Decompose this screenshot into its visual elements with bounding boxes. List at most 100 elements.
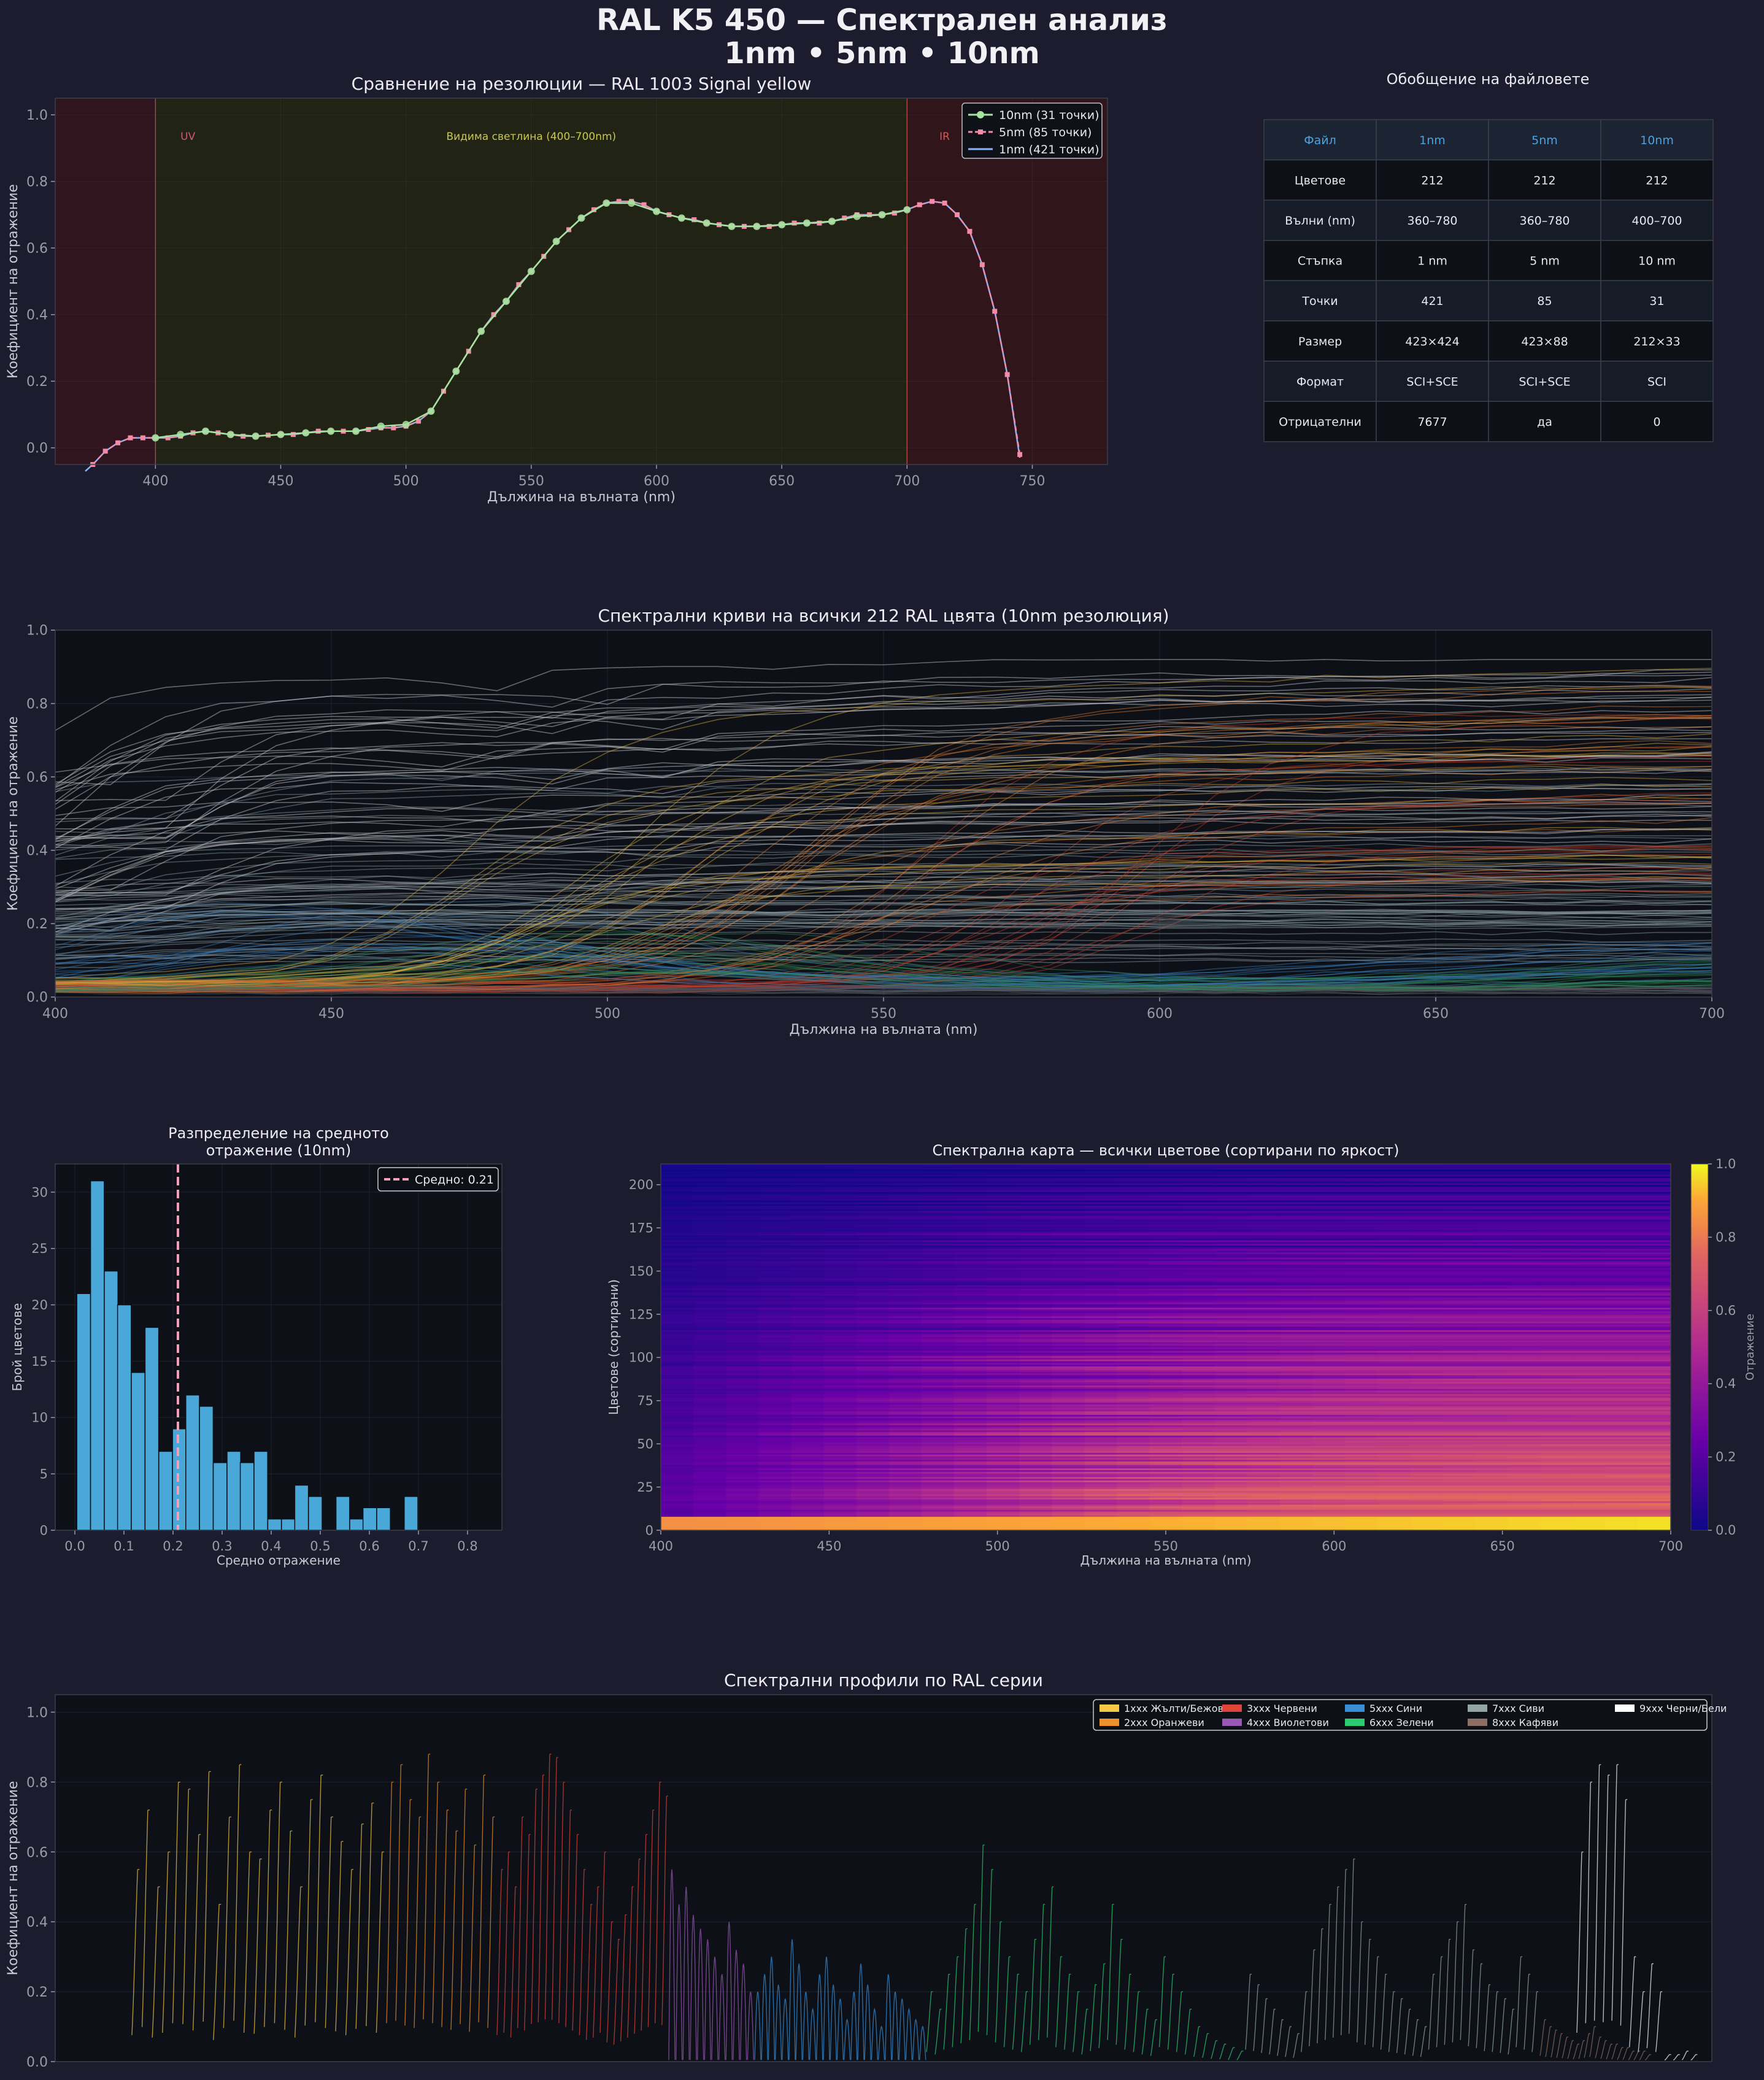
heatmap-cell — [1084, 1390, 1117, 1393]
heatmap-cell — [791, 1469, 825, 1472]
heatmap-cell — [1279, 1290, 1313, 1292]
heatmap-cell — [1442, 1374, 1476, 1377]
heatmap-cell — [1638, 1411, 1671, 1414]
heatmap-cell — [1475, 1514, 1509, 1517]
heatmap-cell — [1149, 1464, 1183, 1467]
heatmap-cell — [856, 1419, 890, 1422]
heatmap-cell — [1638, 1492, 1671, 1495]
heatmap-cell — [1019, 1349, 1052, 1351]
heatmap-cell — [1084, 1342, 1117, 1344]
heatmap-cell — [921, 1387, 955, 1389]
heatmap-cell — [1182, 1309, 1215, 1311]
heatmap-cell — [1605, 1335, 1639, 1338]
heatmap-cell — [1475, 1390, 1509, 1393]
heatmap-cell — [1312, 1333, 1346, 1336]
heatmap-cell — [661, 1321, 694, 1323]
heatmap-cell — [1149, 1504, 1183, 1507]
heatmap-cell — [823, 1497, 857, 1500]
heatmap-cell — [1410, 1296, 1443, 1300]
heatmap-cell — [1508, 1471, 1541, 1474]
heatmap-cell — [1540, 1354, 1574, 1357]
heatmap-cell — [1149, 1392, 1183, 1395]
heatmap-cell — [758, 1506, 791, 1508]
heatmap-cell — [823, 1381, 857, 1384]
heatmap-cell — [1410, 1314, 1443, 1317]
heatmap-cell — [1410, 1459, 1443, 1462]
heatmap-cell — [823, 1400, 857, 1403]
heatmap-cell — [791, 1511, 825, 1514]
heatmap-cell — [1345, 1440, 1378, 1443]
heatmap-cell — [1540, 1397, 1574, 1400]
heatmap-cell — [1442, 1307, 1476, 1310]
heatmap-cell — [1410, 1440, 1443, 1443]
heatmap-cell — [1475, 1431, 1509, 1434]
heatmap-cell — [726, 1380, 759, 1382]
heatmap-cell — [1182, 1450, 1215, 1453]
heatmap-cell — [1508, 1449, 1541, 1452]
spectrum-line — [55, 740, 1712, 986]
heatmap-cell — [1573, 1319, 1606, 1322]
heatmap-cell — [726, 1471, 759, 1474]
heatmap-cell — [1312, 1296, 1346, 1300]
heatmap-cell — [1475, 1392, 1509, 1395]
heatmap-cell — [1377, 1364, 1411, 1367]
heatmap-cell — [758, 1315, 791, 1319]
heatmap-cell — [758, 1409, 791, 1412]
heatmap-cell — [1377, 1412, 1411, 1415]
heatmap-cell — [1638, 1381, 1671, 1384]
heatmap-cell — [1540, 1468, 1574, 1471]
heatmap-cell — [1312, 1469, 1346, 1472]
heatmap-cell — [953, 1501, 987, 1503]
heatmap-cell — [1214, 1508, 1248, 1510]
spectrum-line — [55, 714, 1712, 985]
heatmap-cell — [1052, 1528, 1085, 1531]
heatmap-cell — [1573, 1336, 1606, 1339]
heatmap-cell — [1377, 1508, 1411, 1510]
heatmap-cell — [1117, 1495, 1150, 1498]
heatmap-cell — [856, 1317, 890, 1320]
heatmap-cell — [856, 1428, 890, 1431]
heatmap-cell — [1182, 1523, 1215, 1526]
heatmap-cell — [1182, 1457, 1215, 1460]
heatmap-cell — [888, 1419, 922, 1422]
heatmap-cell — [791, 1454, 825, 1457]
heatmap-cell — [888, 1354, 922, 1357]
heatmap-cell — [856, 1478, 890, 1481]
heatmap-cell — [888, 1493, 922, 1496]
heatmap-cell — [1638, 1404, 1671, 1406]
heatmap-cell — [726, 1504, 759, 1507]
heatmap-cell — [1605, 1354, 1639, 1357]
heatmap-cell — [1247, 1446, 1281, 1448]
heatmap-cell — [1573, 1478, 1606, 1481]
heatmap-cell — [693, 1482, 726, 1484]
heatmap-cell — [1214, 1404, 1248, 1406]
spectrum-line — [55, 942, 1712, 988]
heatmap-cell — [986, 1455, 1020, 1458]
spectrum-line — [55, 911, 1712, 930]
heatmap-cell — [693, 1483, 726, 1486]
heatmap-cell — [661, 1509, 694, 1512]
heatmap-cell — [1573, 1290, 1606, 1292]
spectrum-line — [55, 926, 1712, 985]
heatmap-cell — [758, 1511, 791, 1514]
heatmap-cell — [1312, 1305, 1346, 1308]
heatmap-cell — [1052, 1387, 1085, 1389]
heatmap-cell — [1475, 1417, 1509, 1420]
table-cell-text: Цветове — [1295, 174, 1346, 187]
heatmap-cell — [1508, 1326, 1541, 1329]
heatmap-cell — [1508, 1452, 1541, 1455]
heatmap-cell — [1475, 1331, 1509, 1334]
heatmap-cell — [1605, 1307, 1639, 1310]
figure-title-line-2: 1nm • 5nm • 10nm — [724, 36, 1040, 71]
heatmap-cell — [1573, 1296, 1606, 1300]
heatmap-cell — [1084, 1333, 1117, 1336]
heatmap-cell — [1117, 1483, 1150, 1486]
heatmap-cell — [1149, 1454, 1183, 1457]
spectrum-line — [55, 984, 1712, 990]
heatmap-cell — [1214, 1354, 1248, 1357]
heatmap-cell — [1345, 1340, 1378, 1342]
spectrum-line — [55, 658, 1712, 731]
heatmap-cell — [1573, 1347, 1606, 1349]
heatmap-cell — [726, 1312, 759, 1315]
heatmap-cell — [1182, 1393, 1215, 1396]
